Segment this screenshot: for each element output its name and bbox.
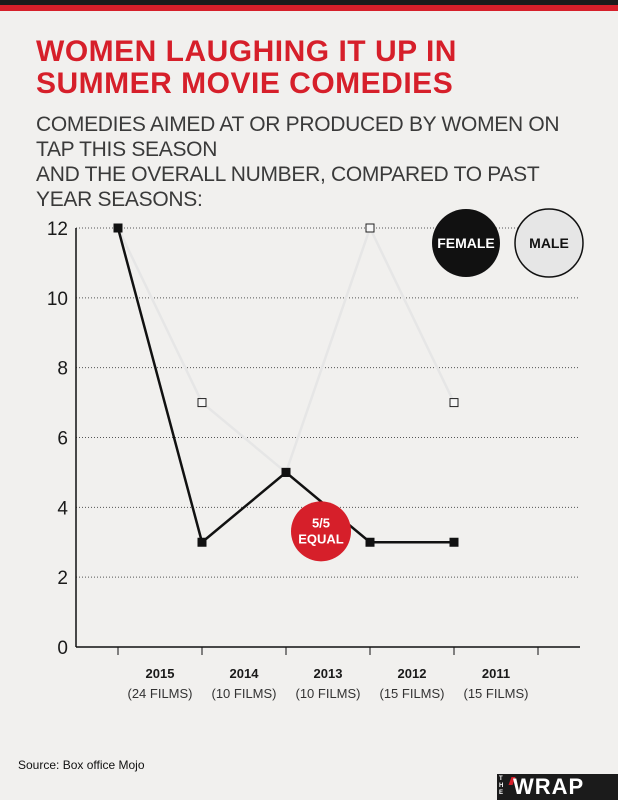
source-note: Source: Box office Mojo xyxy=(18,758,145,772)
legend-male-label: MALE xyxy=(529,235,569,251)
y-tick-label-12: 12 xyxy=(47,219,68,240)
top-stripe-red xyxy=(0,5,618,11)
chart-title-line-1: WOMEN LAUGHING IT UP IN xyxy=(36,35,457,68)
x-tick-label-2013: 2013 xyxy=(314,666,343,681)
point-male-2014 xyxy=(197,398,207,408)
legend-male-swatch xyxy=(514,208,584,278)
x-tick-label-2012: 2012 xyxy=(398,666,427,681)
legend-female-swatch xyxy=(432,209,500,277)
chart-subtitle-line-1: COMEDIES AIMED AT OR PRODUCED BY WOMEN O… xyxy=(36,113,560,161)
x-sublabel-2015: (24 FILMS) xyxy=(127,686,192,701)
legend-female: FEMALE xyxy=(432,209,500,277)
x-sublabel-2014: (10 FILMS) xyxy=(211,686,276,701)
chart-title-line-2: SUMMER MOVIE COMEDIES xyxy=(36,67,454,100)
series-line-female xyxy=(116,227,454,545)
point-female-2011 xyxy=(449,537,459,547)
y-tick-label-10: 10 xyxy=(47,289,68,310)
y-tick-label-6: 6 xyxy=(57,429,68,450)
point-female-2012 xyxy=(365,537,375,547)
annotation-line-2: EQUAL xyxy=(298,531,344,546)
point-male-2012 xyxy=(365,223,375,233)
chart-subtitle-line-2: AND THE OVERALL NUMBER, COMPARED TO PAST… xyxy=(36,163,540,211)
chart-title: WOMEN LAUGHING IT UP IN SUMMER MOVIE COM… xyxy=(36,36,596,100)
y-tick-label-0: 0 xyxy=(57,638,68,659)
point-male-2011 xyxy=(449,398,459,408)
top-stripe-dark xyxy=(0,0,618,5)
x-tick-label-2011: 2011 xyxy=(482,666,510,681)
x-tick-label-2014: 2014 xyxy=(230,666,260,681)
y-tick-label-2: 2 xyxy=(57,568,68,589)
x-sublabel-2013: (10 FILMS) xyxy=(295,686,360,701)
logo-wrap: WRAP xyxy=(513,774,585,799)
top-stripe xyxy=(0,0,618,11)
point-female-2014 xyxy=(197,537,207,547)
point-female-2013 xyxy=(281,467,291,477)
x-sublabel-2012: (15 FILMS) xyxy=(379,686,444,701)
legend-female-label: FEMALE xyxy=(437,235,495,251)
annotation-equal-bubble xyxy=(291,501,351,562)
series-line-male xyxy=(116,224,456,475)
y-tick-label-4: 4 xyxy=(57,498,68,519)
x-tick-label-2015: 2015 xyxy=(146,666,175,681)
point-female-2015 xyxy=(113,223,123,233)
x-sublabel-2011: (15 FILMS) xyxy=(463,686,528,701)
legend-male: MALE xyxy=(514,208,584,278)
annotation-line-1: 5/5 xyxy=(312,515,330,530)
y-tick-label-8: 8 xyxy=(57,359,68,380)
chart-subtitle: COMEDIES AIMED AT OR PRODUCED BY WOMEN O… xyxy=(36,112,596,212)
